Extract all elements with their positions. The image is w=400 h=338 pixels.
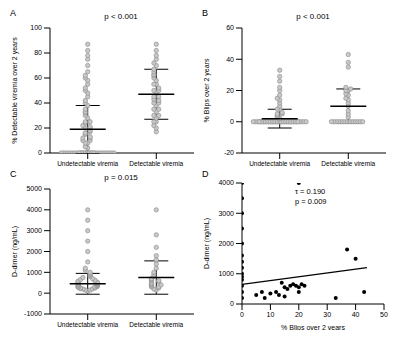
svg-text:Detectable viremia: Detectable viremia — [129, 321, 183, 328]
svg-text:Undetectable viremia: Undetectable viremia — [57, 321, 118, 328]
html-text:A: A — [10, 8, 16, 18]
svg-text:100: 100 — [30, 24, 42, 31]
svg-text:40: 40 — [226, 56, 234, 63]
svg-text:0: 0 — [230, 118, 234, 125]
svg-text:D-dimer (ng/mL): D-dimer (ng/mL) — [203, 218, 211, 269]
html-text:τ = 0.190: τ = 0.190 — [295, 187, 326, 196]
html-text:p < 0.001: p < 0.001 — [296, 12, 330, 21]
svg-text:% Detectable viremia over 2 ye: % Detectable viremia over 2 years — [11, 37, 19, 144]
svg-text:1000: 1000 — [218, 270, 234, 277]
svg-text:50: 50 — [380, 311, 388, 318]
svg-text:Undetectable viremia: Undetectable viremia — [249, 160, 310, 167]
svg-text:40: 40 — [34, 99, 42, 106]
svg-text:0: 0 — [38, 149, 42, 156]
html-text:D: D — [202, 169, 209, 179]
svg-text:0: 0 — [230, 300, 234, 307]
svg-text:0: 0 — [240, 311, 244, 318]
svg-text:60: 60 — [226, 24, 234, 31]
svg-text:80: 80 — [34, 49, 42, 56]
svg-text:20: 20 — [226, 87, 234, 94]
svg-text:Detectable viremia: Detectable viremia — [321, 160, 375, 167]
svg-text:5000: 5000 — [26, 185, 42, 192]
svg-text:-20: -20 — [224, 149, 234, 156]
svg-text:20: 20 — [34, 124, 42, 131]
svg-text:% Blips over 2 years: % Blips over 2 years — [281, 324, 345, 330]
html-text:C: C — [10, 169, 17, 179]
svg-text:3000: 3000 — [26, 227, 42, 234]
svg-text:Undetectable viremia: Undetectable viremia — [57, 160, 118, 167]
html-text:p = 0.009: p = 0.009 — [295, 197, 327, 206]
svg-text:10: 10 — [267, 311, 275, 318]
svg-text:2000: 2000 — [26, 248, 42, 255]
svg-text:4000: 4000 — [26, 206, 42, 213]
html-text:p < 0.001: p < 0.001 — [104, 12, 138, 21]
svg-text:2000: 2000 — [218, 240, 234, 247]
svg-text:60: 60 — [34, 74, 42, 81]
svg-text:Detectable viremia: Detectable viremia — [129, 160, 183, 167]
svg-text:4000: 4000 — [218, 179, 234, 186]
svg-text:40: 40 — [352, 311, 360, 318]
html-text:p = 0.015: p = 0.015 — [104, 173, 138, 182]
svg-text:30: 30 — [323, 311, 331, 318]
svg-text:0: 0 — [38, 290, 42, 297]
svg-text:1000: 1000 — [26, 269, 42, 276]
svg-text:D-dimer (ng/mL): D-dimer (ng/mL) — [11, 226, 19, 277]
svg-text:20: 20 — [295, 311, 303, 318]
html-text:B: B — [202, 8, 208, 18]
svg-text:3000: 3000 — [218, 210, 234, 217]
svg-text:% Blips over 2 years: % Blips over 2 years — [203, 58, 211, 122]
svg-text:-1000: -1000 — [24, 310, 42, 317]
